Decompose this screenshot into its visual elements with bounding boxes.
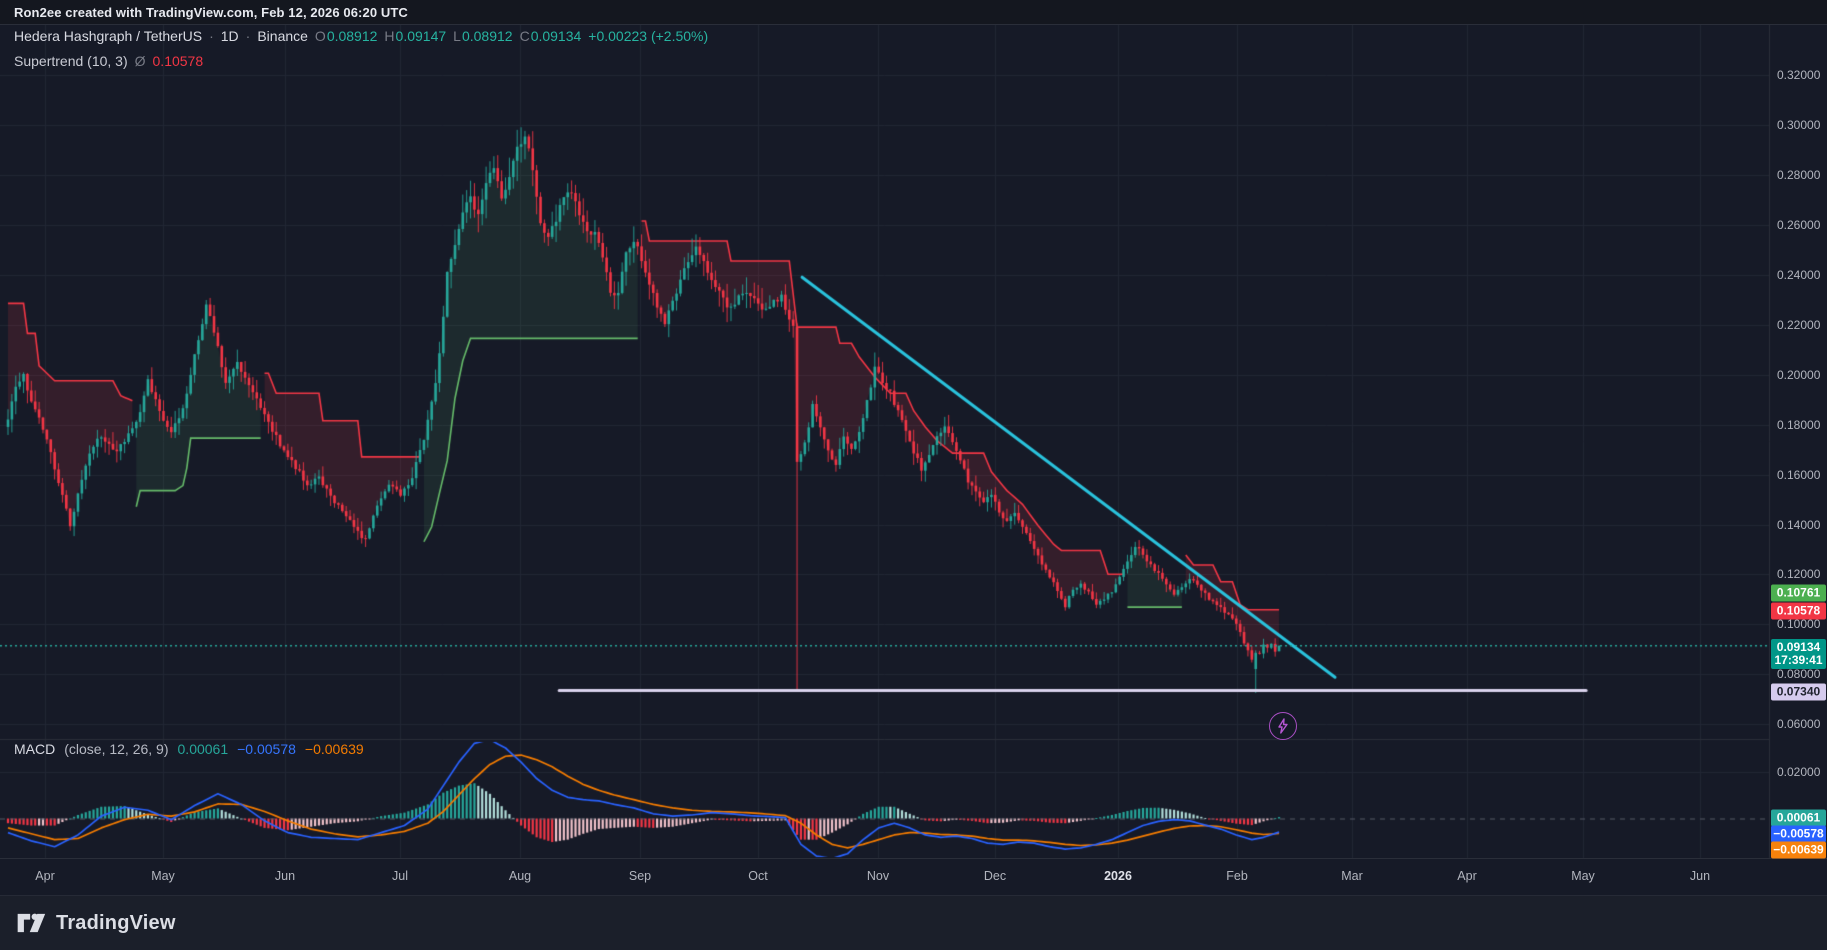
price-tick-label: 0.12000 <box>1777 567 1821 581</box>
indicator-legend-row[interactable]: Supertrend (10, 3) Ø 0.10578 <box>14 53 708 76</box>
lightning-marker-icon[interactable] <box>1268 711 1297 740</box>
supertrend-up-label: 0.10761 <box>1771 584 1826 602</box>
hline-price-label: 0.07340 <box>1771 683 1826 701</box>
symbol-legend: Hedera Hashgraph / TetherUS · 1D · Binan… <box>14 28 708 76</box>
price-tick-label: 0.18000 <box>1777 418 1821 432</box>
time-axis-month-label: Mar <box>1341 869 1363 883</box>
supertrend-value: 0.10578 <box>152 53 204 69</box>
time-axis-month-label: May <box>151 869 175 883</box>
time-axis-month-label: Apr <box>35 869 55 883</box>
macd-label[interactable]: MACD <box>14 741 56 757</box>
interval-label[interactable]: 1D <box>220 28 239 44</box>
time-axis-month-label: Oct <box>748 869 768 883</box>
price-tick-label: 0.24000 <box>1777 268 1821 282</box>
macd-params: (close, 12, 26, 9) <box>64 741 169 757</box>
chart-area[interactable]: Hedera Hashgraph / TetherUS · 1D · Binan… <box>0 25 1827 895</box>
price-tick-label: 0.16000 <box>1777 468 1821 482</box>
footer-bar: TradingView <box>0 895 1827 950</box>
attribution-text: Ron2ee created with TradingView.com, Feb… <box>14 4 408 20</box>
change-value: +0.00223 (+2.50%) <box>588 28 709 44</box>
time-axis-year-label: 2026 <box>1104 869 1132 883</box>
high-value: H 0.09147 <box>384 28 447 44</box>
time-axis-month-label: Jun <box>1689 869 1711 883</box>
supertrend-down-label: 0.10578 <box>1771 602 1826 620</box>
macd-hist-label: 0.00061 <box>1771 809 1826 827</box>
price-chart-canvas[interactable] <box>0 25 1827 895</box>
average-symbol: Ø <box>134 53 146 69</box>
price-tick-label: 0.20000 <box>1777 368 1821 382</box>
time-axis-month-label: Dec <box>983 869 1007 883</box>
last-price-label: 0.09134 17:39:41 <box>1771 639 1826 669</box>
price-tick-label: 0.06000 <box>1777 717 1821 731</box>
tradingview-logo-icon[interactable] <box>16 908 46 938</box>
exchange-label: Binance <box>257 28 308 44</box>
macd-signal-value: −0.00639 <box>304 741 364 757</box>
open-value: O 0.08912 <box>314 28 378 44</box>
price-tick-label: 0.14000 <box>1777 518 1821 532</box>
price-tick-label: 0.32000 <box>1777 68 1821 82</box>
price-tick-label: 0.30000 <box>1777 118 1821 132</box>
time-axis[interactable]: Apr May Jun Jul Aug Sep Oct Nov Dec 2026 Feb Mar Apr… <box>0 858 1827 895</box>
attribution-bar: Ron2ee created with TradingView.com, Feb… <box>0 0 1827 25</box>
supertrend-label[interactable]: Supertrend (10, 3) <box>14 53 128 69</box>
symbol-name[interactable]: Hedera Hashgraph / TetherUS <box>14 28 203 44</box>
time-axis-month-label: Feb <box>1226 869 1248 883</box>
time-axis-month-label: Nov <box>866 869 890 883</box>
price-tick-label: 0.28000 <box>1777 168 1821 182</box>
time-axis-month-label: Sep <box>628 869 652 883</box>
price-tick-label: 0.10000 <box>1777 617 1821 631</box>
macd-line-label: −0.00578 <box>1771 825 1826 843</box>
time-axis-month-label: Jul <box>392 869 408 883</box>
macd-signal-label: −0.00639 <box>1771 841 1826 859</box>
time-axis-month-label: Apr <box>1457 869 1477 883</box>
separator-dot: · <box>209 28 214 44</box>
lightning-bolt-glyph <box>1278 718 1288 734</box>
price-tick-label: 0.02000 <box>1777 765 1821 779</box>
close-value: C 0.09134 <box>519 28 582 44</box>
separator-dot: · <box>245 28 251 44</box>
macd-hist-value: 0.00061 <box>177 741 229 757</box>
macd-legend-row[interactable]: MACD (close, 12, 26, 9) 0.00061 −0.00578… <box>14 741 364 757</box>
symbol-legend-row[interactable]: Hedera Hashgraph / TetherUS · 1D · Binan… <box>14 28 708 51</box>
price-tick-label: 0.26000 <box>1777 218 1821 232</box>
time-axis-month-label: Jun <box>274 869 296 883</box>
macd-line-value: −0.00578 <box>237 741 296 757</box>
low-value: L 0.08912 <box>453 28 513 44</box>
time-axis-month-label: Aug <box>508 869 532 883</box>
price-tick-label: 0.08000 <box>1777 667 1821 681</box>
tradingview-wordmark[interactable]: TradingView <box>56 911 176 934</box>
time-axis-month-label: May <box>1571 869 1595 883</box>
price-tick-label: 0.22000 <box>1777 318 1821 332</box>
price-axis[interactable]: 0.32000 0.30000 0.28000 0.26000 0.24000 0.220… <box>1770 25 1827 858</box>
